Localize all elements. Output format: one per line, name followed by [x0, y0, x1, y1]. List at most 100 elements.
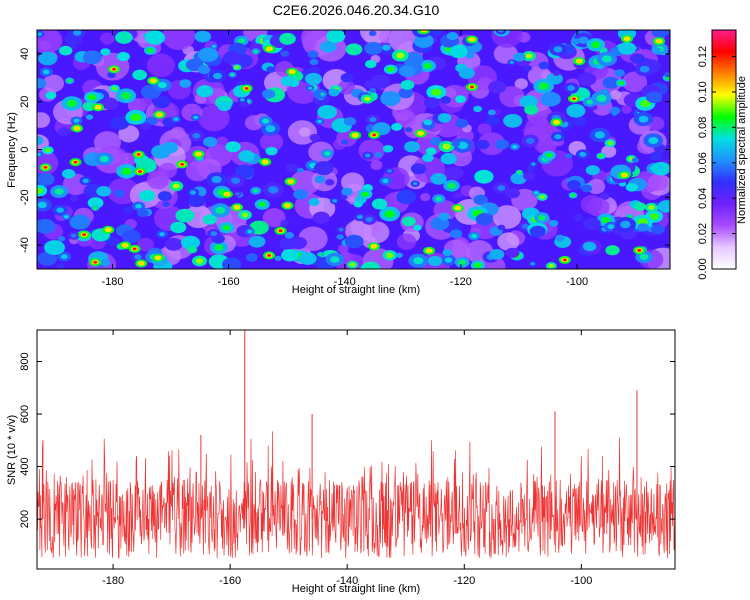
heatmap-peak [233, 204, 241, 210]
snr-x-label: Height of straight line (km) [292, 583, 420, 595]
heatmap-blob-core [517, 170, 522, 174]
heatmap-peak [149, 78, 157, 84]
heatmap-peak [553, 119, 561, 125]
heatmap-blob [340, 194, 348, 200]
heatmap-blob-core [214, 244, 224, 251]
heatmap-blob [82, 101, 96, 112]
heatmap-lowband-blob [290, 170, 320, 196]
heatmap-peak [288, 69, 296, 75]
heatmap-blob-core [252, 188, 259, 193]
heatmap-blob-core [607, 141, 613, 146]
heatmap-blob-core [93, 206, 98, 210]
heatmap-lowband-blob [477, 123, 492, 135]
heatmap-blob-core [548, 264, 554, 268]
snr-y-label: SNR (10 * v/v) [6, 415, 18, 485]
heatmap-blob-core [534, 191, 539, 195]
heatmap-blob [600, 192, 610, 200]
heatmap-blob-core [498, 30, 504, 33]
heatmap-blob [279, 237, 297, 250]
heatmap-blob [396, 189, 417, 205]
heatmap-blob [617, 41, 636, 55]
heatmap-blob [395, 252, 403, 258]
heatmap-blob [657, 200, 670, 213]
colorbar-tick-label: 0.08 [697, 117, 709, 138]
heatmap-blob [474, 169, 494, 184]
heatmap-blob-core [120, 92, 132, 100]
heatmap-peak [278, 229, 283, 233]
heatmap-blob-core [509, 60, 514, 64]
heatmap-blob [96, 186, 112, 197]
heatmap-blob [475, 213, 494, 226]
heatmap-blob-core [54, 188, 64, 195]
heatmap-peak [73, 160, 78, 164]
heatmap-blob [364, 80, 376, 89]
heatmap-blob [343, 116, 357, 126]
heatmap-blob [115, 31, 133, 44]
heatmap-blob [179, 79, 192, 88]
heatmap-blob-core [37, 32, 43, 36]
heatmap-peak [132, 247, 137, 251]
spectrogram-y-label: Frequency (Hz) [6, 112, 18, 188]
heatmap-blob-core [596, 94, 607, 102]
heatmap-peak [112, 67, 117, 71]
heatmap-lowband-blob [139, 96, 153, 108]
heatmap-blob [422, 153, 434, 163]
colorbar-tick-label: 0.00 [697, 258, 709, 279]
heatmap-lowband-blob [259, 132, 284, 152]
heatmap-blob-core [442, 143, 451, 150]
heatmap-blob-core [591, 41, 601, 49]
figure-title: C2E6.2026.046.20.34.G10 [273, 2, 440, 18]
heatmap-blob [345, 43, 363, 56]
heatmap-peak [571, 97, 576, 101]
heatmap-blob [400, 79, 415, 90]
heatmap-blob [245, 253, 258, 262]
heatmap-blob-core [579, 151, 587, 157]
heatmap-peak [104, 227, 112, 233]
heatmap-blob [440, 152, 457, 165]
x-tick-label: -160 [219, 575, 241, 587]
colorbar-ticks: 0.00 0.02 0.04 0.06 0.08 0.10 0.12 [697, 46, 736, 280]
heatmap-peak [620, 172, 628, 178]
heatmap-blob-core [157, 81, 167, 89]
heatmap-peak [655, 38, 663, 44]
heatmap-blob [293, 189, 308, 200]
heatmap-blob [538, 61, 549, 70]
heatmap-peak [575, 58, 583, 64]
heatmap-blob-core [213, 72, 223, 80]
heatmap-blob-core [578, 36, 589, 44]
heatmap-blob [340, 72, 354, 83]
heatmap-blob [280, 76, 296, 87]
heatmap-blob-core [317, 119, 322, 124]
heatmap-lowband-blob [514, 78, 528, 90]
heatmap-blob [248, 235, 266, 248]
heatmap-blob-core [66, 99, 77, 108]
heatmap-blob [217, 101, 232, 112]
heatmap-blob [328, 88, 340, 97]
heatmap-blob-core [37, 187, 44, 194]
heatmap-blob-core [598, 154, 604, 158]
heatmap-blob [144, 30, 166, 45]
heatmap-blob-core [474, 262, 482, 268]
x-tick-label: -160 [218, 276, 240, 288]
heatmap-blob-core [525, 137, 535, 144]
heatmap-blob [164, 237, 183, 251]
heatmap-blob-core [247, 229, 253, 234]
heatmap-blob [465, 52, 475, 59]
heatmap-blob [429, 137, 442, 146]
heatmap-lowband-blob [396, 233, 417, 250]
heatmap-peak [194, 151, 202, 157]
heatmap-blob-core [212, 44, 216, 48]
heatmap-blob [614, 69, 626, 77]
heatmap-peak [425, 248, 433, 254]
heatmap-lowband-blob [587, 179, 606, 195]
x-tick-label: -120 [450, 276, 472, 288]
heatmap-blob [497, 224, 506, 231]
heatmap-blob-core [512, 144, 518, 149]
heatmap-blob [284, 232, 294, 239]
y-tick-label: 600 [19, 405, 31, 423]
heatmap-blob [132, 69, 147, 81]
heatmap-lowband-blob [378, 30, 396, 44]
heatmap-blob-core [37, 153, 41, 156]
x-tick-label: -120 [453, 575, 475, 587]
heatmap-blob-core [195, 258, 204, 264]
